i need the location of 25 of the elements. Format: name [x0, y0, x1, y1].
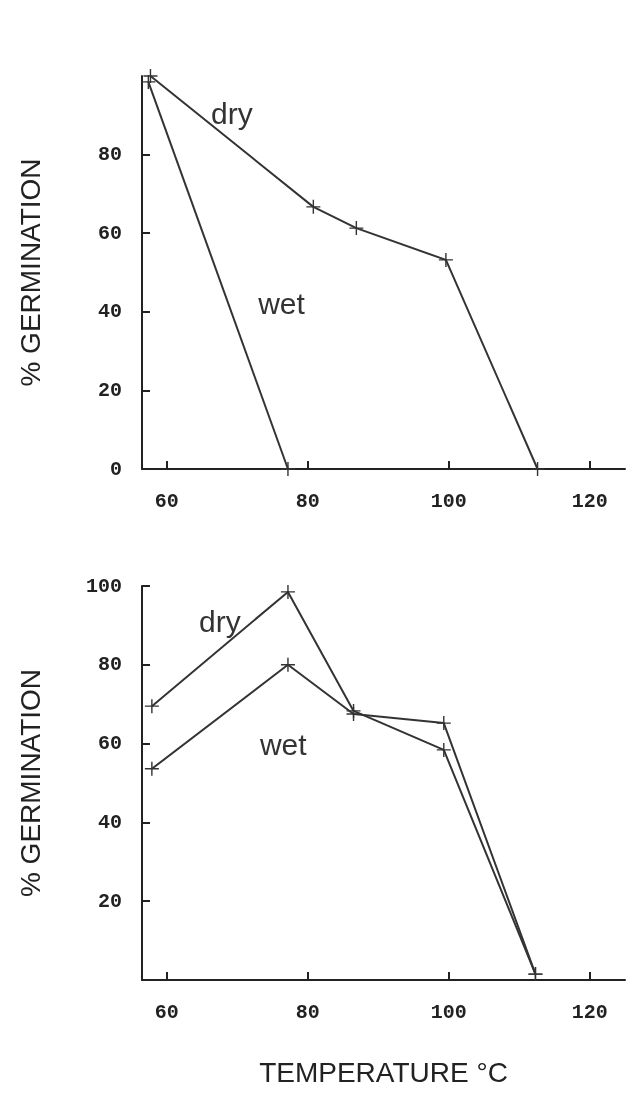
y-tick-label: 60 — [97, 221, 122, 245]
y-tick-label: 40 — [97, 300, 122, 324]
y-axis-title: % GERMINATION — [14, 158, 46, 387]
y-tick-label: 80 — [97, 143, 122, 167]
y-tick-label: 60 — [97, 732, 122, 756]
series-label: dry — [199, 604, 241, 638]
y-tick-label: 20 — [97, 889, 122, 913]
x-tick-label: 60 — [154, 489, 179, 513]
y-tick-label: 20 — [97, 378, 122, 402]
x-axis-title: TEMPERATURE °C — [259, 1056, 508, 1088]
x-tick-label: 120 — [571, 1000, 608, 1024]
x-tick-label: 60 — [154, 1000, 179, 1024]
y-axis-title: % GERMINATION — [14, 668, 46, 898]
x-tick-label: 80 — [295, 489, 320, 513]
series-label: wet — [257, 286, 306, 320]
x-tick-label: 100 — [430, 1000, 467, 1024]
x-tick-label: 80 — [295, 1000, 320, 1024]
x-tick-label: 120 — [571, 489, 608, 513]
y-tick-label: 40 — [97, 810, 122, 834]
x-tick-label: 100 — [430, 489, 467, 513]
series-label: wet — [258, 728, 308, 762]
series-label: dry — [211, 96, 253, 130]
y-tick-label: 80 — [97, 653, 122, 677]
y-tick-label: 0 — [109, 457, 122, 481]
y-tick-label: 100 — [85, 574, 122, 598]
